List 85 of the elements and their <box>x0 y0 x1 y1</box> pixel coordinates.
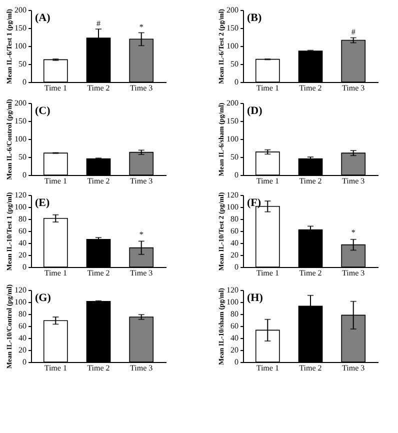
y-tick-label: 150 <box>226 116 238 126</box>
x-tick-label: Time 2 <box>87 268 110 278</box>
y-tick-label: 40 <box>230 238 238 248</box>
x-tick-label: Time 1 <box>44 176 67 186</box>
y-tick-label: 0 <box>234 78 238 86</box>
x-tick-label: Time 3 <box>342 84 365 92</box>
x-tick-label: Time 1 <box>256 84 279 92</box>
annotation: * <box>351 228 356 237</box>
y-tick-label: 0 <box>22 358 26 366</box>
y-tick-label: 80 <box>18 310 26 318</box>
x-tick-label: Time 1 <box>256 176 279 186</box>
x-tick-label: Time 3 <box>130 84 153 92</box>
y-tick-label: 20 <box>230 250 238 260</box>
x-tick-label: Time 1 <box>44 84 67 92</box>
y-tick-label: 100 <box>226 134 238 144</box>
y-tick-label: 50 <box>18 152 26 162</box>
y-tick-label: 60 <box>18 322 26 330</box>
y-tick-label: 200 <box>226 6 238 14</box>
x-tick-label: Time 3 <box>342 364 365 372</box>
x-tick-label: Time 2 <box>299 268 322 278</box>
y-tick-label: 100 <box>14 298 26 306</box>
x-tick-label: Time 3 <box>130 268 153 278</box>
y-tick-label: 100 <box>14 134 26 144</box>
y-tick-label: 80 <box>230 214 238 224</box>
y-tick-label: 0 <box>234 262 238 272</box>
y-tick-label: 20 <box>18 250 26 260</box>
annotation: * <box>139 230 144 239</box>
y-tick-label: 200 <box>226 98 238 108</box>
x-tick-label: Time 3 <box>342 268 365 278</box>
y-tick-label: 0 <box>22 170 26 180</box>
y-tick-label: 100 <box>226 42 238 50</box>
y-tick-label: 80 <box>230 310 238 318</box>
y-tick-label: 0 <box>22 262 26 272</box>
y-tick-label: 80 <box>18 214 26 224</box>
chart-title: (A) <box>35 12 51 24</box>
y-tick-label: 60 <box>230 226 238 236</box>
y-tick-label: 150 <box>226 24 238 32</box>
x-tick-label: Time 1 <box>44 364 67 372</box>
chart-title: (E) <box>35 197 50 209</box>
y-tick-label: 40 <box>18 238 26 248</box>
y-tick-label: 40 <box>18 334 26 342</box>
y-tick-label: 120 <box>14 190 26 200</box>
x-tick-label: Time 3 <box>130 176 153 186</box>
y-tick-label: 120 <box>226 190 238 200</box>
x-tick-label: Time 2 <box>87 364 110 372</box>
y-tick-label: 60 <box>230 322 238 330</box>
x-tick-label: Time 3 <box>130 364 153 372</box>
x-tick-label: Time 2 <box>299 84 322 92</box>
y-tick-label: 100 <box>14 42 26 50</box>
chart-title: (G) <box>35 292 52 304</box>
y-tick-label: 120 <box>14 286 26 294</box>
y-tick-label: 200 <box>14 6 26 14</box>
chart-title: (F) <box>247 197 262 209</box>
x-tick-label: Time 2 <box>87 84 110 92</box>
x-tick-label: Time 2 <box>299 176 322 186</box>
x-tick-label: Time 2 <box>299 364 322 372</box>
y-tick-label: 20 <box>18 346 26 354</box>
x-tick-label: Time 2 <box>87 176 110 186</box>
x-tick-label: Time 1 <box>44 268 67 278</box>
chart-title: (C) <box>35 105 51 117</box>
y-tick-label: 0 <box>234 170 238 180</box>
x-tick-label: Time 3 <box>342 176 365 186</box>
y-tick-label: 20 <box>230 346 238 354</box>
annotation: # <box>351 28 356 37</box>
y-tick-label: 0 <box>234 358 238 366</box>
y-tick-label: 0 <box>22 78 26 86</box>
annotation: # <box>96 19 100 28</box>
chart-title: (D) <box>247 105 263 117</box>
chart-title: (H) <box>247 292 264 304</box>
y-tick-label: 150 <box>14 24 26 32</box>
y-tick-label: 100 <box>226 202 238 212</box>
y-tick-label: 200 <box>14 98 26 108</box>
y-tick-label: 150 <box>14 116 26 126</box>
y-tick-label: 40 <box>230 334 238 342</box>
x-tick-label: Time 1 <box>256 268 279 278</box>
y-tick-label: 50 <box>18 60 26 68</box>
annotation: * <box>139 22 144 32</box>
chart-title: (B) <box>247 12 262 24</box>
y-tick-label: 50 <box>230 152 238 162</box>
y-tick-label: 50 <box>230 60 238 68</box>
y-tick-label: 120 <box>226 286 238 294</box>
x-tick-label: Time 1 <box>256 364 279 372</box>
y-tick-label: 100 <box>226 298 238 306</box>
y-tick-label: 60 <box>18 226 26 236</box>
y-tick-label: 100 <box>14 202 26 212</box>
